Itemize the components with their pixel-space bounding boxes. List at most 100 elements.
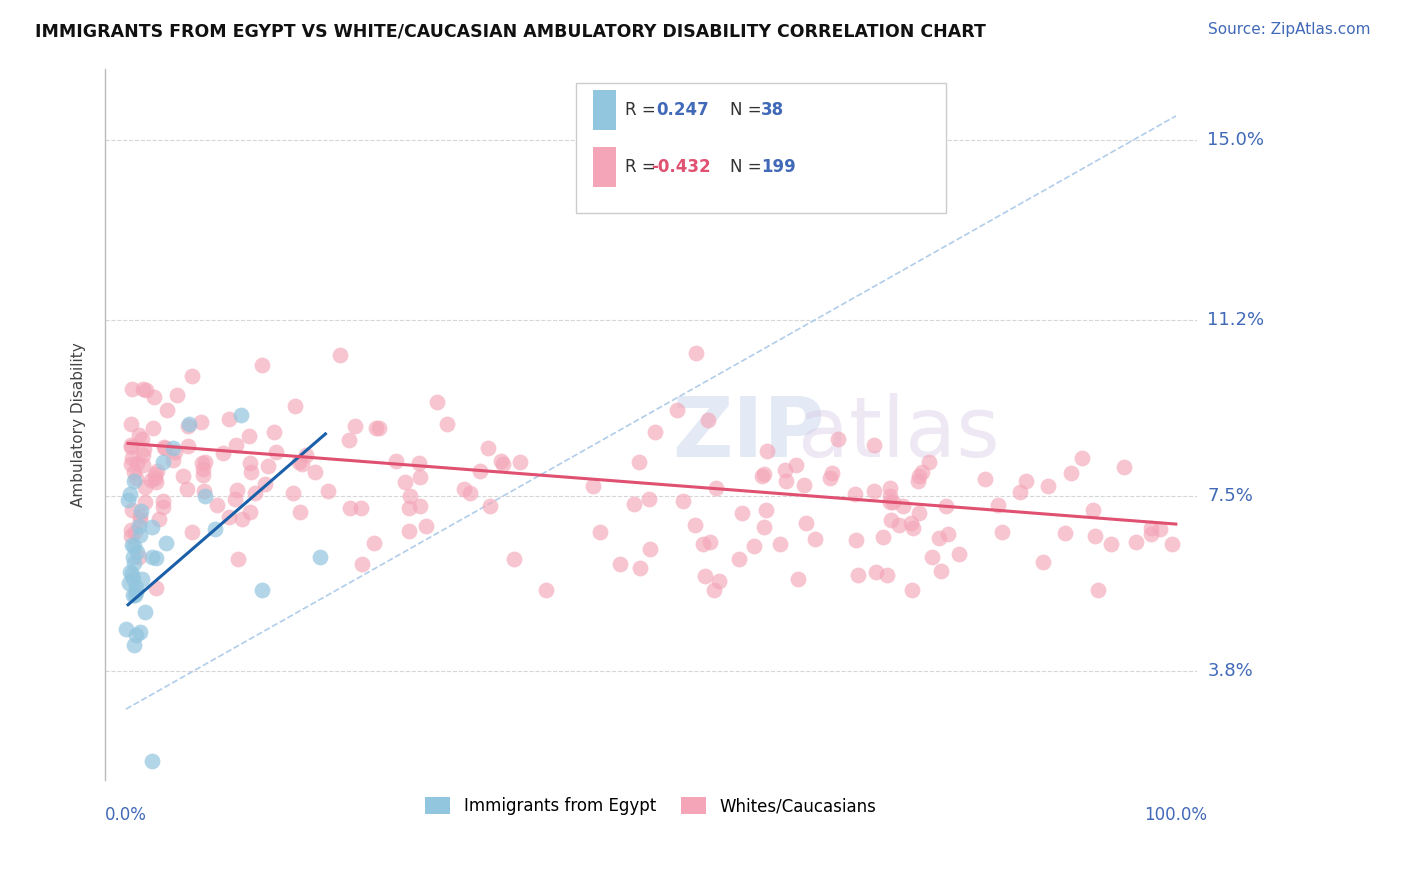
Point — [225, 438, 247, 452]
Bar — [593, 90, 616, 130]
Point — [145, 550, 167, 565]
Point — [316, 484, 339, 499]
Point — [503, 552, 526, 566]
Point — [426, 395, 449, 409]
Point — [768, 537, 790, 551]
Point — [128, 550, 150, 565]
Point — [152, 500, 174, 515]
Point — [820, 467, 842, 481]
Point — [409, 500, 432, 514]
Point — [155, 536, 177, 550]
Text: -0.432: -0.432 — [651, 158, 710, 177]
Point — [127, 545, 149, 559]
Point — [253, 477, 276, 491]
Point — [974, 472, 997, 486]
Point — [125, 585, 148, 599]
Point — [129, 513, 152, 527]
Point — [155, 442, 177, 456]
Text: R =: R = — [624, 158, 655, 177]
Point — [1015, 474, 1038, 488]
Point — [291, 457, 314, 471]
Point — [172, 469, 194, 483]
Point — [755, 503, 778, 517]
Point — [948, 547, 970, 561]
Point — [337, 434, 360, 448]
Point — [436, 417, 458, 431]
Point — [458, 486, 481, 500]
Point — [692, 537, 714, 551]
Point — [453, 482, 475, 496]
Point — [489, 454, 512, 468]
Point — [911, 465, 934, 479]
Text: N =: N = — [730, 102, 761, 120]
Text: 0.0%: 0.0% — [105, 806, 146, 824]
Point — [882, 495, 904, 509]
Point — [775, 475, 797, 489]
Point — [1038, 479, 1060, 493]
Point — [751, 468, 773, 483]
Point — [697, 413, 720, 427]
Point — [804, 532, 827, 546]
Point — [704, 481, 727, 495]
Point — [141, 549, 163, 564]
Point — [900, 516, 922, 530]
Point — [350, 501, 373, 516]
Point — [1008, 485, 1031, 500]
Point — [121, 502, 143, 516]
Point — [344, 418, 367, 433]
Point — [121, 572, 143, 586]
Point — [134, 494, 156, 508]
Text: Source: ZipAtlas.com: Source: ZipAtlas.com — [1208, 22, 1371, 37]
Point — [294, 448, 316, 462]
Point — [194, 489, 217, 503]
Point — [928, 531, 950, 545]
Point — [879, 489, 901, 503]
Point — [120, 440, 142, 454]
Point — [846, 567, 869, 582]
Point — [193, 484, 215, 499]
Bar — [593, 147, 616, 187]
Point — [141, 520, 163, 534]
Point — [148, 512, 170, 526]
Text: 100.0%: 100.0% — [1144, 806, 1208, 824]
Point — [637, 492, 659, 507]
Point — [1083, 502, 1105, 516]
Point — [120, 457, 142, 471]
Point — [891, 499, 914, 513]
Point — [339, 500, 361, 515]
Point — [177, 419, 200, 434]
Point — [754, 467, 776, 482]
Point — [125, 471, 148, 485]
Point — [628, 561, 651, 575]
Point — [145, 581, 167, 595]
Point — [121, 382, 143, 396]
Point — [367, 420, 389, 434]
Point — [120, 523, 142, 537]
Point — [120, 487, 142, 501]
Point — [124, 628, 146, 642]
Point — [468, 465, 491, 479]
Point — [134, 442, 156, 456]
Point — [152, 494, 174, 508]
Point — [865, 565, 887, 579]
Point — [1099, 537, 1122, 551]
Point — [128, 519, 150, 533]
Point — [398, 501, 420, 516]
Point — [125, 580, 148, 594]
Point — [492, 458, 515, 472]
Point — [1032, 555, 1054, 569]
Point — [225, 483, 247, 497]
Point — [477, 441, 499, 455]
Point — [627, 455, 650, 469]
Point — [935, 499, 957, 513]
Point — [252, 583, 274, 598]
Point — [845, 533, 868, 548]
Point — [124, 588, 146, 602]
Point — [146, 465, 169, 479]
Point — [176, 439, 198, 453]
Point — [118, 575, 141, 590]
Point — [120, 438, 142, 452]
Point — [131, 432, 153, 446]
Point — [122, 465, 145, 479]
Point — [879, 494, 901, 508]
